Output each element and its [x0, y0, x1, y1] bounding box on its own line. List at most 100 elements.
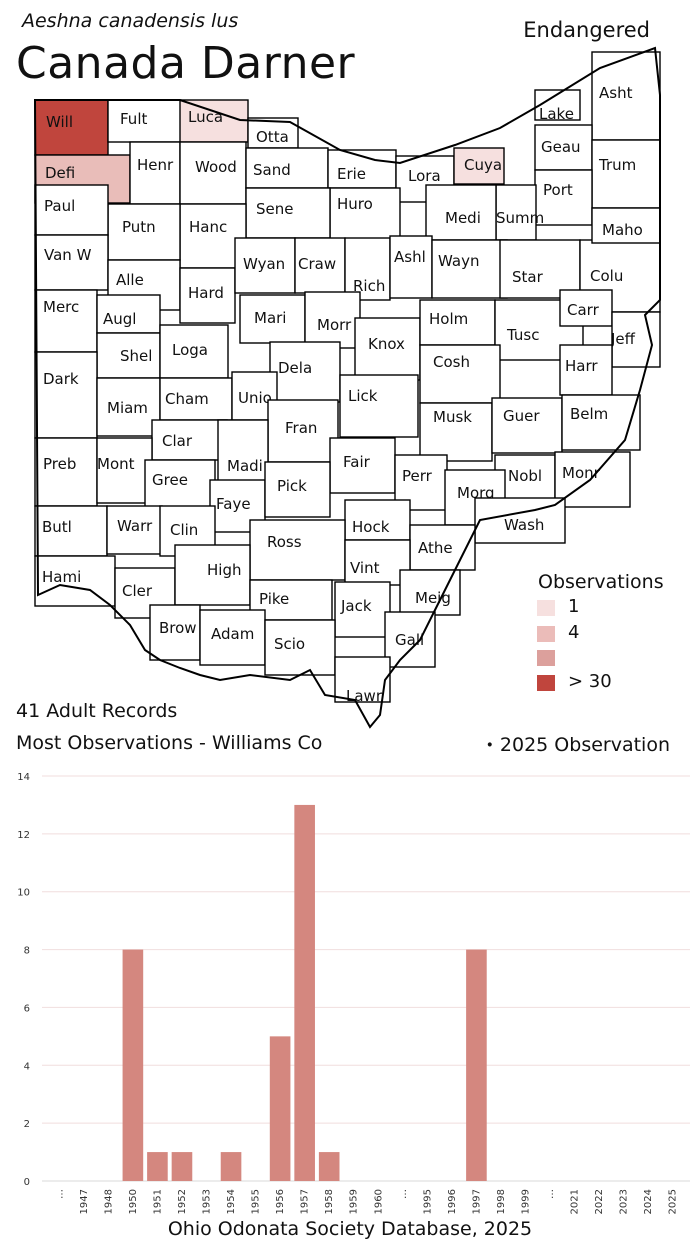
x-tick-label: 1956	[275, 1189, 286, 1214]
legend-2025-label: 2025 Observation	[499, 734, 670, 756]
x-tick-label: 2021	[570, 1189, 581, 1214]
bar	[269, 1036, 291, 1181]
county-layer: Will Fult Luca Otta Defi Henr Wood Sand Erie Lora…	[34, 51, 661, 705]
conservation-status: Endangered	[523, 18, 650, 42]
x-tick-label: 1948	[103, 1189, 114, 1214]
county-label: Dark	[43, 370, 79, 388]
county-label: Scio	[274, 635, 305, 653]
county-shape	[199, 609, 266, 666]
county-label: Mari	[254, 309, 286, 327]
x-tick-label: 1957	[300, 1189, 311, 1214]
ohio-county-map: Will Fult Luca Otta Defi Henr Wood Sand Erie Lora…	[33, 46, 661, 729]
county-shape	[611, 311, 661, 368]
county-shape	[344, 499, 411, 541]
county-shape	[264, 461, 331, 518]
county-label: Vint	[350, 559, 380, 577]
county-label: Maho	[602, 221, 643, 239]
county-shape	[34, 437, 98, 507]
county-label: Meig	[415, 589, 451, 607]
legend-label: 4	[568, 622, 580, 643]
county-label: Cham	[165, 390, 209, 408]
x-tick-label: 1950	[128, 1189, 139, 1214]
x-tick-label: 1954	[226, 1189, 237, 1214]
county-label: Will	[46, 113, 73, 131]
county-label: Otta	[256, 128, 289, 146]
x-tick-label: 1959	[349, 1189, 360, 1214]
county-label: Morr	[317, 316, 352, 334]
county-label: Warr	[117, 517, 153, 535]
grid-layer	[42, 775, 690, 1182]
county-label: Fran	[285, 419, 317, 437]
county-shape	[354, 317, 421, 381]
county-label: Putn	[122, 218, 156, 236]
x-tick-label: 1960	[373, 1189, 384, 1214]
county-label: Perr	[402, 467, 433, 485]
county-label: Fult	[120, 110, 147, 128]
county-shape	[389, 235, 433, 299]
legend-swatch	[537, 600, 555, 616]
county-label: High	[207, 561, 241, 579]
record-count: 41 Adult Records	[16, 700, 178, 722]
county-label: Trum	[598, 156, 636, 174]
county-shape	[34, 505, 108, 557]
county-shape	[269, 341, 341, 403]
x-tick-label: 1996	[447, 1189, 458, 1214]
county-label: Loga	[172, 341, 208, 359]
county-label: Van W	[44, 246, 92, 264]
county-label: Harr	[565, 357, 598, 375]
county-shape	[264, 619, 336, 676]
county-label: Defi	[45, 164, 75, 182]
county-label: Merc	[43, 298, 79, 316]
county-label: Rich	[353, 277, 385, 295]
county-label: Miam	[107, 399, 148, 417]
y-tick-label: 0	[24, 1177, 30, 1188]
county-shape	[34, 234, 109, 291]
county-label: Medi	[445, 209, 481, 227]
x-tick-label: …	[398, 1189, 409, 1199]
most-observations-note: Most Observations - Williams Co	[16, 732, 323, 754]
county-shape	[34, 289, 98, 353]
x-tick-label: 2023	[619, 1189, 630, 1214]
y-tick-label: 4	[24, 1061, 30, 1072]
county-label: Paul	[44, 197, 75, 215]
x-tick-label: 1999	[521, 1189, 532, 1214]
county-shape	[431, 239, 508, 299]
county-shape	[419, 402, 493, 462]
county-shape	[559, 289, 613, 327]
legend-swatch	[537, 675, 555, 691]
county-label: Cuya	[464, 156, 502, 174]
county-label: Cosh	[433, 353, 470, 371]
county-label: Madi	[227, 457, 263, 475]
county-label: Alle	[116, 271, 144, 289]
county-label: Craw	[298, 255, 336, 273]
county-label: Musk	[433, 408, 472, 426]
county-label: Asht	[599, 84, 633, 102]
county-label: Erie	[337, 165, 366, 183]
county-label: Lora	[408, 167, 441, 185]
county-label: Brow	[159, 619, 197, 637]
county-shape	[107, 203, 181, 261]
county-label: Ross	[267, 533, 302, 551]
county-label: Pike	[259, 590, 289, 608]
x-tick-label: 1995	[422, 1189, 433, 1214]
county-label: Belm	[570, 405, 608, 423]
x-tick-label: …	[54, 1189, 65, 1199]
county-shape	[334, 581, 391, 638]
county-shape	[106, 505, 163, 555]
county-shape	[491, 397, 563, 454]
county-shape	[339, 374, 419, 438]
county-label: Clin	[170, 521, 198, 539]
county-label: Wood	[195, 158, 237, 176]
county-label: Lick	[348, 387, 378, 405]
county-label: Lawr	[346, 687, 383, 705]
county-label: Port	[543, 181, 573, 199]
county-label: Augl	[103, 310, 136, 328]
county-shape	[179, 267, 236, 324]
x-tick-label: …	[545, 1189, 556, 1199]
bar	[220, 1152, 242, 1181]
county-label: Butl	[42, 518, 72, 536]
county-shape	[107, 99, 182, 143]
county-shape	[419, 344, 501, 404]
county-shape	[179, 99, 249, 143]
county-shape	[344, 237, 391, 301]
